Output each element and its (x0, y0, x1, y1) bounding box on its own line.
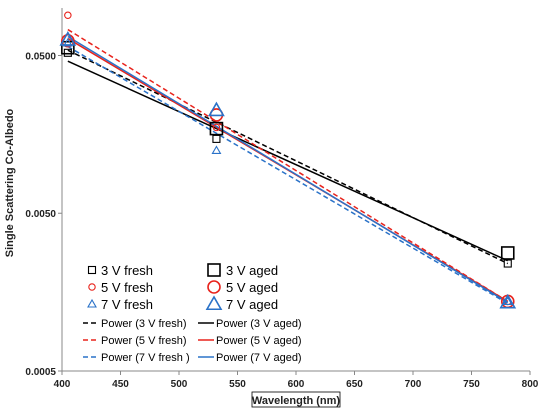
data-point (208, 101, 225, 117)
legend-marker (207, 263, 221, 277)
trend-line (67, 49, 509, 265)
legend-label: 3 V aged (226, 263, 278, 278)
legend-label: Power (5 V fresh) (101, 335, 187, 347)
x-tick-label: 400 (54, 379, 71, 390)
trend-line (67, 45, 509, 305)
legend-label: Power (3 V aged) (216, 318, 302, 330)
chart-legend: 3 V fresh 3 V aged 5 V fresh 5 V aged 7 V fr… (83, 263, 302, 364)
data-point (212, 123, 221, 132)
legend-marker (207, 280, 221, 294)
x-tick-label: 700 (405, 379, 422, 390)
x-axis-title-group: Wavelength (nm) (251, 391, 341, 408)
data-point (64, 11, 72, 19)
legend-label: 7 V aged (226, 297, 278, 312)
legend-label: Power (7 V fresh ) (101, 352, 190, 364)
legend-label: 5 V aged (226, 280, 278, 295)
trend-line (67, 35, 509, 304)
data-point (502, 296, 513, 305)
legend-label: 5 V fresh (101, 280, 153, 295)
data-point (63, 48, 72, 57)
y-tick-label: 0.0005 (25, 367, 56, 378)
legend-label: Power (7 V aged) (216, 352, 302, 364)
legend-marker (87, 265, 97, 275)
legend-marker (88, 283, 96, 291)
x-axis-title: Wavelength (nm) (252, 395, 341, 407)
x-axis-ticks: 400 450 500 550 600 650 700 750 800 (54, 371, 539, 390)
legend-marker (87, 298, 97, 308)
x-tick-label: 600 (288, 379, 305, 390)
x-tick-label: 500 (171, 379, 188, 390)
y-tick-label: 0.0500 (25, 51, 56, 62)
data-point (62, 37, 73, 47)
y-axis-title: Single Scattering Co-Albedo (4, 108, 16, 257)
legend-label: Power (5 V aged) (216, 335, 302, 347)
plot-axes (61, 8, 530, 372)
data-point (59, 31, 77, 46)
trend-line (67, 28, 509, 303)
x-tick-label: 750 (463, 379, 480, 390)
data-point (212, 134, 221, 143)
legend-marker (205, 295, 223, 311)
y-axis-ticks: 0.0005 0.0050 0.0500 (25, 51, 62, 378)
data-point (499, 293, 517, 309)
legend-label: 3 V fresh (101, 263, 153, 278)
trend-line (67, 60, 509, 262)
x-tick-label: 800 (522, 379, 539, 390)
data-point (209, 121, 224, 136)
legend-label: 7 V fresh (101, 297, 153, 312)
data-point (500, 246, 515, 260)
legend-label: Power (3 V fresh) (101, 318, 187, 330)
data-point (61, 40, 75, 55)
x-tick-label: 650 (346, 379, 363, 390)
data-point (211, 145, 222, 155)
data-point (61, 33, 75, 48)
trend-lines (67, 28, 509, 305)
x-axis-title-box (251, 391, 341, 408)
data-point (503, 259, 512, 268)
data-markers (59, 11, 517, 309)
x-tick-label: 450 (112, 379, 129, 390)
x-tick-label: 550 (229, 379, 246, 390)
y-tick-label: 0.0050 (25, 209, 56, 220)
